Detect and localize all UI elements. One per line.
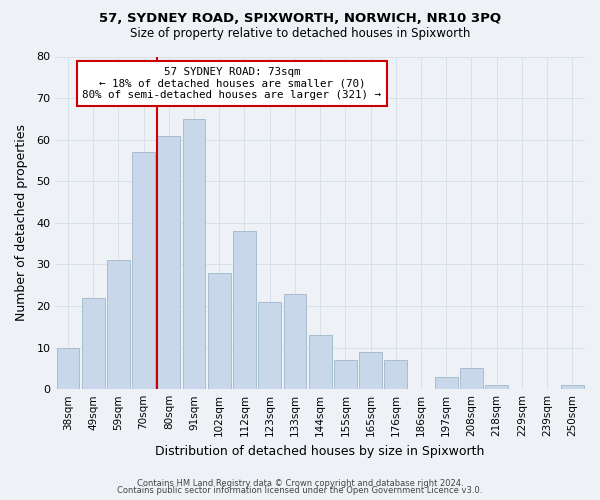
Bar	[259, 302, 281, 389]
Text: Contains HM Land Registry data © Crown copyright and database right 2024.: Contains HM Land Registry data © Crown c…	[137, 478, 463, 488]
Bar	[309, 335, 332, 389]
Bar	[182, 119, 205, 389]
Bar	[385, 360, 407, 389]
Bar	[107, 260, 130, 389]
Y-axis label: Number of detached properties: Number of detached properties	[15, 124, 28, 322]
Bar	[208, 272, 230, 389]
Bar	[485, 385, 508, 389]
Bar	[359, 352, 382, 389]
Bar	[561, 385, 584, 389]
Bar	[82, 298, 104, 389]
Bar	[56, 348, 79, 389]
Text: 57 SYDNEY ROAD: 73sqm
← 18% of detached houses are smaller (70)
80% of semi-deta: 57 SYDNEY ROAD: 73sqm ← 18% of detached …	[82, 67, 382, 100]
Bar	[132, 152, 155, 389]
X-axis label: Distribution of detached houses by size in Spixworth: Distribution of detached houses by size …	[155, 444, 485, 458]
Bar	[435, 376, 458, 389]
Text: Contains public sector information licensed under the Open Government Licence v3: Contains public sector information licen…	[118, 486, 482, 495]
Bar	[157, 136, 180, 389]
Text: 57, SYDNEY ROAD, SPIXWORTH, NORWICH, NR10 3PQ: 57, SYDNEY ROAD, SPIXWORTH, NORWICH, NR1…	[99, 12, 501, 26]
Bar	[460, 368, 483, 389]
Bar	[233, 231, 256, 389]
Text: Size of property relative to detached houses in Spixworth: Size of property relative to detached ho…	[130, 28, 470, 40]
Bar	[284, 294, 306, 389]
Bar	[334, 360, 357, 389]
